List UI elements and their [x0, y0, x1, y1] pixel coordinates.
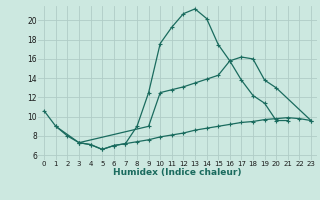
X-axis label: Humidex (Indice chaleur): Humidex (Indice chaleur) [113, 168, 242, 177]
